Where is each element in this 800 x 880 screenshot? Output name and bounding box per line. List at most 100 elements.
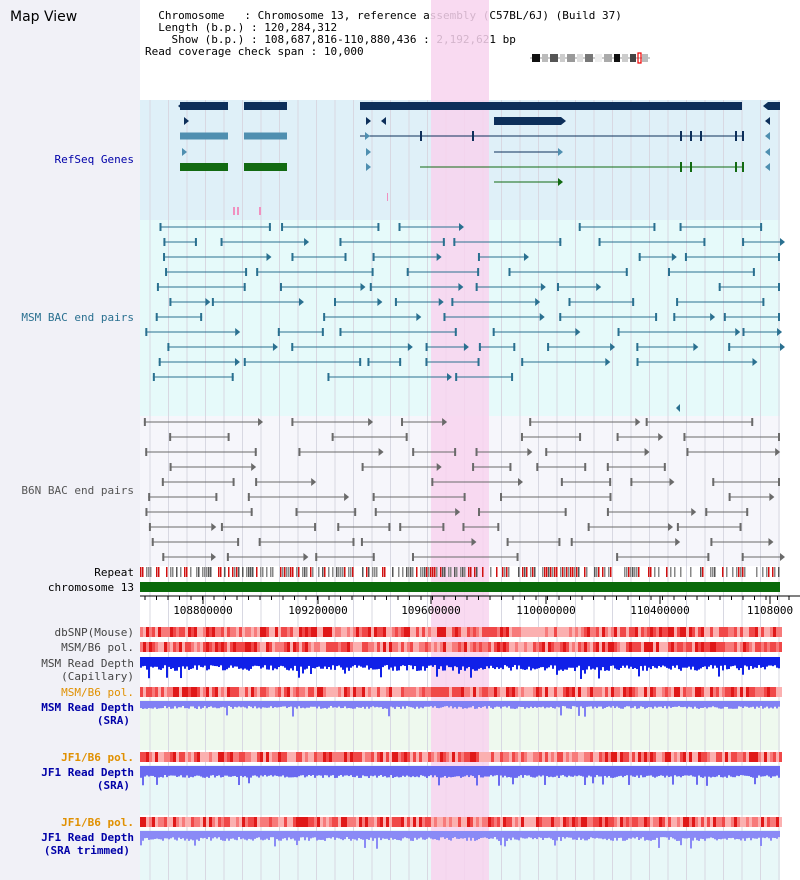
depth-bar [500,766,502,776]
heat-cell [623,817,626,827]
heat-cell [224,752,227,762]
heat-cell [656,752,659,762]
heat-cell [707,752,710,762]
track-label-refseq[interactable]: RefSeq Genes [54,153,134,166]
bac-end-arrow [735,328,741,336]
repeat-element [534,567,536,577]
depth-bar [480,831,482,838]
track-label-msm-read-depth-capillary[interactable]: MSM Read Depth [41,657,134,670]
heat-cell [425,642,428,652]
track-label-jf1-read-depth-2: (SRA) [96,779,130,792]
depth-bar [184,657,186,669]
track-label-msm-b6-pol-sra[interactable]: MSM/B6 pol. [61,686,134,699]
repeat-element [202,567,204,577]
depth-bar [332,766,334,776]
depth-bar [338,657,340,666]
heat-cell [320,627,323,637]
depth-bar [262,701,264,708]
bac-end [500,493,503,501]
depth-bar [442,831,444,838]
depth-bar [476,657,478,671]
track-label-chromosome[interactable]: chromosome 13 [47,581,134,594]
depth-bar [336,701,338,708]
depth-bar [302,831,304,838]
heat-cell [569,627,572,637]
chromosome-ideogram[interactable] [530,52,650,64]
track-label-msm-bac[interactable]: MSM BAC end pairs [21,311,134,324]
depth-bar [204,701,206,707]
heat-cell [374,687,377,697]
heat-cell [404,687,407,697]
bac-end [584,463,587,471]
bac-end [547,343,550,351]
track-label-jf1-b6-pol-trimmed[interactable]: JF1/B6 pol. [61,816,134,829]
bac-end [243,283,246,291]
depth-bar [590,831,592,838]
heat-cell [461,627,464,637]
depth-bar [268,701,270,708]
repeat-element [204,567,206,577]
heat-cell [659,687,662,697]
depth-bar [336,831,338,838]
depth-bar [312,766,314,776]
depth-bar [474,766,476,778]
depth-bar [686,831,688,839]
depth-bar [446,701,448,707]
depth-bar [364,831,366,848]
repeat-element [766,567,768,577]
heat-cell [269,817,272,827]
depth-bar [656,766,658,777]
heat-cell [536,752,539,762]
heat-cell [317,687,320,697]
heat-cell [437,642,440,652]
bac-end-arrow [251,463,257,471]
heat-cell [602,642,605,652]
depth-bar [174,701,176,707]
depth-bar [408,831,410,839]
repeat-element [568,567,570,577]
heat-cell [440,642,443,652]
depth-bar [434,831,436,840]
depth-bar [510,831,512,841]
depth-bar [690,766,692,776]
depth-bar [330,701,332,707]
depth-bar [686,657,688,668]
depth-bar [284,831,286,839]
track-label-jf1-read-depth-trimmed[interactable]: JF1 Read Depth [41,831,134,844]
track-label-b6n-bac[interactable]: B6N BAC end pairs [21,484,134,497]
bac-end-arrow [780,343,785,351]
heat-cell [773,687,776,697]
depth-bar [474,701,476,709]
depth-bar [560,657,562,670]
track-label-msm-read-depth-sra[interactable]: MSM Read Depth [41,701,134,714]
depth-bar [690,831,692,849]
track-label-jf1-b6-pol[interactable]: JF1/B6 pol. [61,751,134,764]
depth-bar [186,701,188,709]
depth-bar [146,657,148,670]
bac-end [609,478,612,486]
depth-bar [292,766,294,778]
heat-cell [620,752,623,762]
heat-cell [443,627,446,637]
heat-cell [572,817,575,827]
depth-bar [264,766,266,776]
repeat-element [476,567,478,577]
track-label-msm-b6-pol[interactable]: MSM/B6 pol. [61,641,134,654]
repeat-element [570,567,572,577]
heat-cell [521,687,524,697]
track-label-repeat[interactable]: Repeat [94,566,134,579]
depth-bar [312,701,314,707]
heat-cell [356,752,359,762]
heat-cell [533,627,536,637]
depth-bar [622,701,624,709]
heat-cell [299,642,302,652]
bac-end [399,523,402,531]
heat-cell [278,752,281,762]
depth-bar [350,766,352,776]
track-label-dbsnp[interactable]: dbSNP(Mouse) [54,626,134,639]
heat-cell [287,752,290,762]
track-label-jf1-read-depth[interactable]: JF1 Read Depth [41,766,134,779]
depth-bar [150,831,152,840]
depth-bar [192,831,194,841]
heat-cell [386,752,389,762]
